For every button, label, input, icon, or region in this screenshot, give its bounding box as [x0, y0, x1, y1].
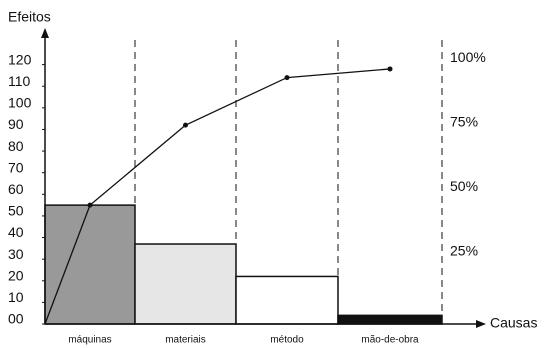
y2-tick-label: 75%	[450, 114, 478, 130]
y-tick-label: 30	[8, 246, 24, 262]
bar	[235, 275, 339, 325]
y-tick-label: 80	[8, 138, 24, 154]
x-tick-label: máquinas	[68, 335, 111, 346]
y-tick-label: 90	[8, 116, 24, 132]
cumulative-point	[87, 202, 93, 208]
x-tick-label: mão-de-obra	[361, 335, 419, 346]
bar	[44, 204, 136, 325]
y-tick-label: 100	[8, 95, 32, 111]
y-tick-label: 50	[8, 203, 24, 219]
x-axis-label: Causas	[490, 315, 537, 331]
y-tick-label: 120	[8, 51, 32, 67]
y-tick-label: 20	[8, 267, 24, 283]
y-axis-label: Efeitos	[8, 9, 51, 25]
y-arrow	[41, 28, 49, 38]
y-tick-label: 60	[8, 181, 24, 197]
line-start	[44, 204, 91, 325]
x-arrow	[476, 320, 486, 328]
cumulative-point	[183, 122, 188, 128]
y-tick-label: 00	[8, 311, 24, 327]
cumulative-point	[387, 66, 393, 72]
y-tick-label: 10	[8, 289, 24, 305]
cumulative-point	[284, 75, 290, 81]
x-tick-label: método	[270, 335, 304, 346]
cumulative-line	[89, 68, 391, 206]
y2-tick-label: 50%	[450, 178, 478, 194]
y2-tick-label: 100%	[450, 49, 486, 65]
bar	[134, 243, 237, 325]
bar	[337, 314, 443, 325]
y2-tick-label: 25%	[450, 243, 478, 259]
y-tick-label: 70	[8, 159, 24, 175]
y-tick-label: 40	[8, 224, 24, 240]
y-tick-label: 110	[8, 73, 31, 89]
x-tick-label: materiais	[165, 335, 206, 346]
